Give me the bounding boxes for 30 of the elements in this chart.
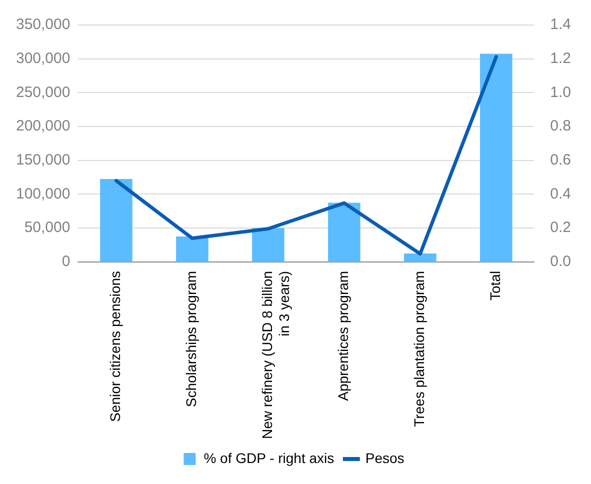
- y2-tick-label: 1.2: [550, 50, 572, 67]
- y-tick-label: 0: [62, 253, 70, 270]
- y2-tick-label: 0.2: [550, 219, 572, 236]
- bar: [480, 54, 512, 262]
- bar: [252, 228, 284, 262]
- y2-tick-label: 1.4: [550, 16, 572, 34]
- x-tick-label: New refinery (USD 8 billion in 3 years): [259, 270, 292, 440]
- y-tick-label: 250,000: [16, 84, 70, 101]
- bar: [404, 253, 436, 262]
- legend-label: Pesos: [365, 450, 404, 466]
- y2-tick-label: 0.0: [550, 253, 572, 270]
- x-tick-label: Total: [487, 270, 504, 301]
- bar: [176, 236, 208, 262]
- y2-tick-label: 1.0: [550, 84, 572, 101]
- legend-label: % of GDP - right axis: [204, 450, 334, 466]
- y2-tick-label: 0.6: [550, 152, 572, 169]
- y2-tick-label: 0.8: [550, 118, 572, 135]
- x-tick-label: Apprentices program: [335, 270, 352, 401]
- x-tick-label: Senior citizens pensions: [107, 270, 124, 422]
- y-tick-label: 50,000: [24, 219, 70, 236]
- y-tick-label: 300,000: [16, 50, 70, 67]
- x-tick-label: Trees plantation program: [411, 270, 428, 427]
- y2-tick-label: 0.4: [550, 185, 572, 202]
- y-tick-label: 200,000: [16, 118, 70, 135]
- bar: [100, 179, 132, 262]
- y-tick-label: 350,000: [16, 16, 70, 34]
- x-tick-label: Scholarships program: [183, 270, 200, 408]
- bar: [328, 202, 360, 262]
- y-tick-label: 150,000: [16, 152, 70, 169]
- y-tick-label: 100,000: [16, 185, 70, 202]
